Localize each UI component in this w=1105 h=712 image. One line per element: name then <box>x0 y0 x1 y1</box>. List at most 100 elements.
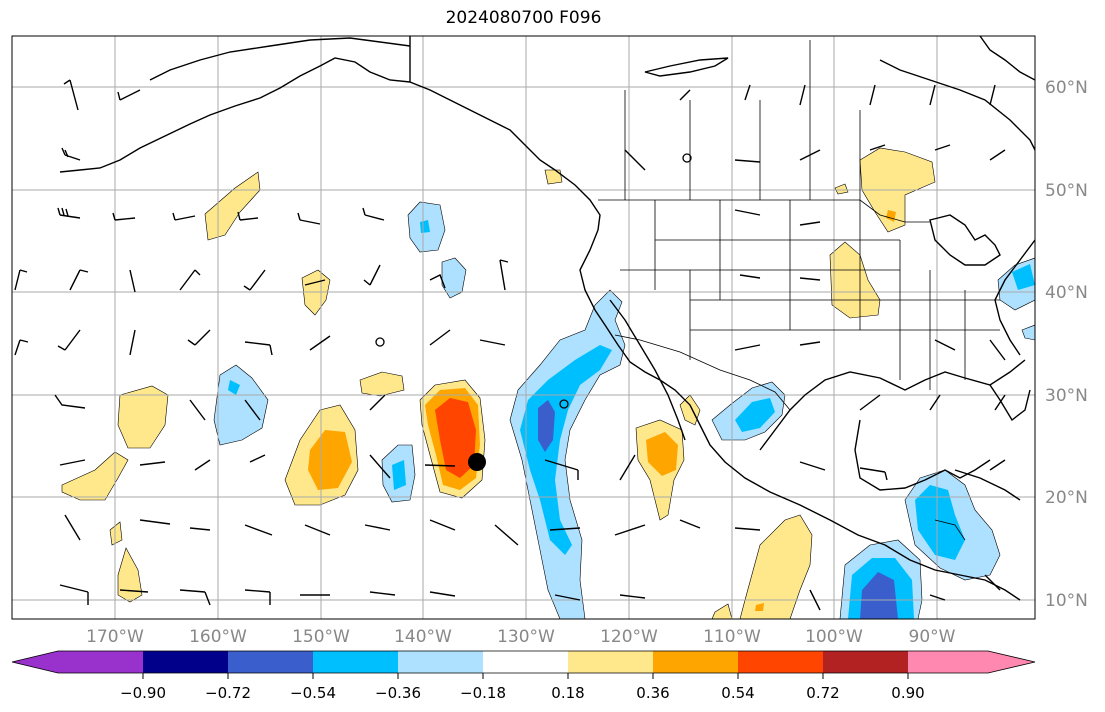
calm-circle <box>559 399 569 409</box>
wind-barb <box>244 524 273 536</box>
colorbar-cell <box>228 651 314 673</box>
wind-barb <box>59 584 89 605</box>
longitude-axis-labels: 170°W 160°W 150°W 140°W 130°W 120°W 110°… <box>86 627 956 647</box>
wind-barb <box>994 394 1006 411</box>
colorbar-tick-label: 0.90 <box>891 684 924 702</box>
wind-barb <box>297 212 321 225</box>
wind-barb <box>989 459 1006 471</box>
wind-barb <box>679 519 701 529</box>
wind-barbs <box>14 79 1006 611</box>
wind-barb <box>679 89 691 101</box>
wind-barb <box>69 269 89 291</box>
lon-label: 150°W <box>292 627 350 647</box>
arctic-island <box>644 57 729 77</box>
coastlines <box>59 36 1035 601</box>
wind-barb <box>554 594 581 601</box>
great-lakes <box>929 214 1001 266</box>
wind-barb <box>734 209 761 216</box>
colorbar-cell <box>738 651 824 673</box>
colorbar-tick-label: 0.72 <box>806 684 839 702</box>
colorbar-cell <box>12 651 58 673</box>
lon-label: 170°W <box>86 627 144 647</box>
borders <box>598 40 1000 541</box>
wind-barb <box>499 259 509 291</box>
contour-pos-low <box>109 521 123 546</box>
wind-barb <box>244 341 273 356</box>
contour-neg-dark <box>538 400 555 452</box>
contour-neg-mid <box>1012 264 1035 290</box>
wind-barb <box>734 344 761 351</box>
calm-markers <box>375 153 692 471</box>
wind-barb <box>57 207 81 219</box>
contour-pos-low <box>359 371 405 397</box>
contour-pos-mid <box>755 603 764 611</box>
wind-barb <box>744 84 751 101</box>
colorbar-tick-label: −0.36 <box>375 684 421 702</box>
contour-neg-mid <box>735 398 775 432</box>
wind-barb <box>249 454 266 463</box>
wind-barb <box>934 339 956 351</box>
graticule <box>12 36 1035 619</box>
colorbar-cell <box>653 651 739 673</box>
wind-barb <box>934 144 951 151</box>
lat-label: 20°N <box>1045 488 1088 508</box>
wind-barb <box>309 335 331 351</box>
contour-pos-low <box>544 169 563 185</box>
colorbar-tick-label: 0.36 <box>636 684 669 702</box>
wind-barb <box>369 394 386 411</box>
colorbar-cell <box>58 651 144 673</box>
contour-neg-dark <box>860 572 898 619</box>
baja <box>609 299 686 441</box>
wind-barb <box>929 594 946 601</box>
greenland-edge <box>979 36 1035 81</box>
wind-barb <box>63 79 79 111</box>
florida <box>989 384 1031 422</box>
location-marker <box>468 453 486 471</box>
us-state-lines <box>620 200 1000 390</box>
lat-label: 40°N <box>1045 283 1088 303</box>
wind-barb <box>129 329 136 356</box>
colorbar-cell <box>398 651 484 673</box>
wind-barb <box>799 461 826 471</box>
contour-pos-mid <box>308 430 352 490</box>
contour-pos-mid <box>646 432 678 476</box>
wind-barb <box>734 527 761 531</box>
wind-barb <box>984 574 1001 591</box>
wind-barb <box>244 399 261 421</box>
wind-barb <box>799 221 821 226</box>
mexico-guatemala-border <box>934 519 966 541</box>
colorbar: −0.90 −0.72 −0.54 −0.36 −0.18 0.18 0.36 … <box>11 650 1036 702</box>
contour-neg-mid <box>392 460 406 490</box>
contour-neg-low <box>213 364 269 446</box>
contour-pos-low <box>834 183 849 195</box>
contour-neg-mid <box>228 380 240 395</box>
wind-barb <box>364 524 391 531</box>
wind-barb <box>799 84 806 106</box>
wind-barb <box>799 277 821 281</box>
contour-pos-low <box>739 514 813 619</box>
wind-barb <box>809 589 821 611</box>
us-mexico-border <box>614 334 791 411</box>
wind-barb <box>362 207 385 221</box>
wind-barb <box>624 149 646 171</box>
lat-label: 60°N <box>1045 78 1088 98</box>
wind-barb <box>869 84 876 106</box>
wind-barb <box>243 269 266 291</box>
contour-pos-low <box>61 451 129 501</box>
wind-barb <box>869 144 886 151</box>
wind-barb <box>549 527 581 531</box>
wind-barb <box>734 159 761 163</box>
wind-barb <box>424 464 456 467</box>
colorbar-tick-label: 0.54 <box>721 684 754 702</box>
wind-barb <box>179 269 201 291</box>
calm-circle <box>682 153 692 163</box>
wind-barb <box>237 211 259 221</box>
colorbar-tick-label: −0.54 <box>290 684 336 702</box>
wind-barb <box>799 341 821 346</box>
wind-barb <box>739 274 761 279</box>
contour-pos-low <box>711 603 733 619</box>
wind-barb <box>859 467 888 481</box>
contour-pos-low <box>829 241 881 319</box>
wind-barb <box>244 589 271 605</box>
